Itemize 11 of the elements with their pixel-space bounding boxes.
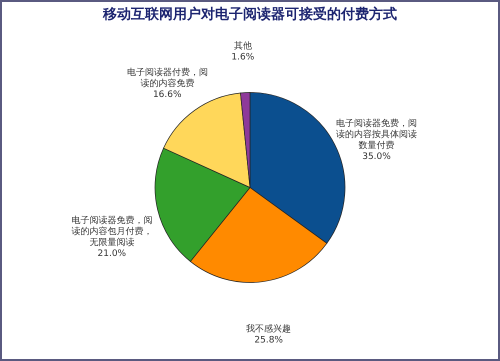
slice-label: 其他 (234, 40, 252, 52)
data-label: 21.0% (98, 249, 127, 260)
slice-label: 电子阅读器免费，阅读的内容按具体阅读数量付费 (336, 118, 418, 152)
slice-label: 电子阅读器付费，阅读的内容免费 (126, 67, 208, 90)
data-label: 1.6% (231, 52, 255, 63)
data-label: 35.0% (362, 152, 392, 162)
slice-label: 我不感兴趣 (246, 323, 292, 334)
data-label: 25.8% (254, 335, 284, 346)
chart-title: 移动互联网用户对电子阅读器可接受的付费方式 (102, 6, 397, 23)
data-label: 16.6% (152, 90, 182, 100)
slice-label: 电子阅读器免费，阅读的内容包月付费，无限量阅读 (71, 215, 152, 248)
